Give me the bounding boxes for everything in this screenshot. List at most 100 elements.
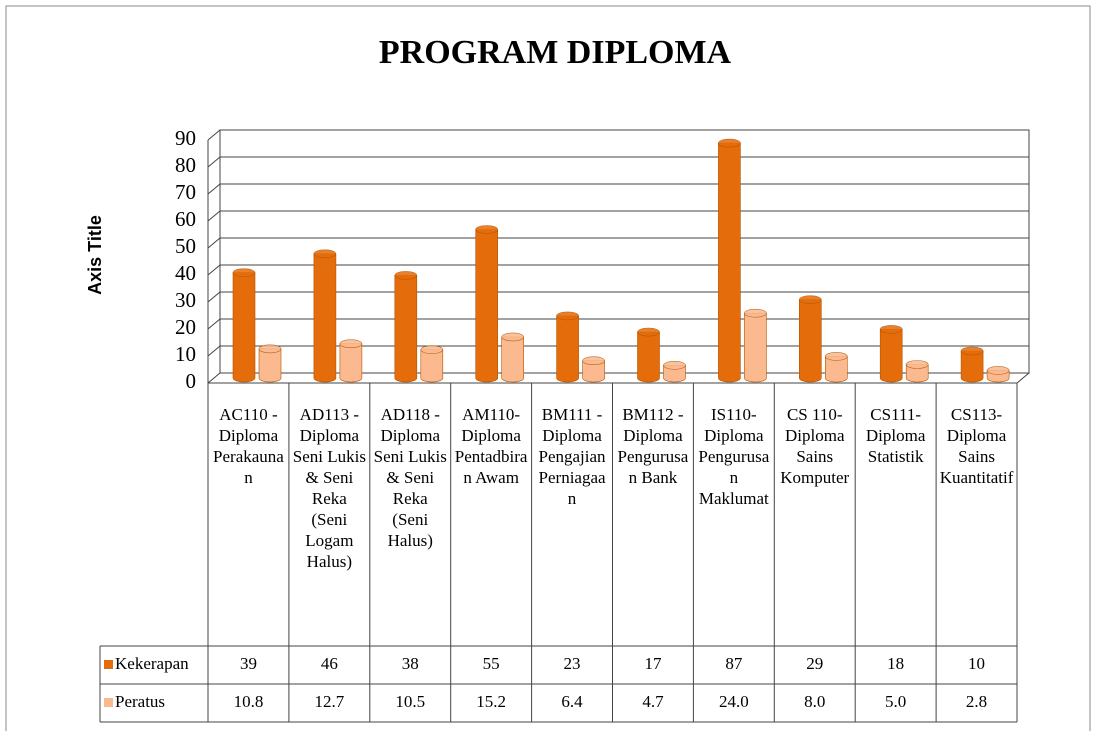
x-tick-label: IS110-Diploma Pengurusan Maklumat: [698, 405, 770, 508]
bar: [556, 311, 579, 383]
bar-body: [960, 350, 984, 383]
bar-top: [339, 339, 363, 349]
bar-body: [394, 275, 418, 383]
bar: [718, 138, 741, 383]
legend-swatch: [104, 698, 113, 707]
grid-line: [207, 237, 1029, 249]
x-tick-label: BM112 - Diploma Pengurusan Bank: [617, 405, 689, 487]
bar-body: [232, 272, 256, 383]
bar: [824, 352, 848, 383]
grid-line: [207, 129, 1029, 141]
legend-label: Kekerapan: [115, 654, 189, 673]
bar-top: [556, 311, 579, 321]
bar: [879, 325, 903, 383]
x-tick-label: AD118 - Diploma Seni Lukis & Seni Reka (…: [373, 405, 447, 550]
y-tick-label: 20: [175, 315, 196, 339]
table-value: 12.7: [314, 692, 344, 711]
bar-body: [825, 356, 848, 383]
y-tick-label: 70: [175, 180, 196, 204]
bar: [637, 327, 660, 383]
table-value: 10: [968, 654, 985, 673]
x-tick-label: AD113 - Diploma Seni Lukis & Seni Reka (…: [292, 405, 366, 571]
bar-body: [258, 348, 282, 383]
bar-top: [879, 325, 903, 334]
grid-line: [207, 291, 1029, 303]
bar-top: [824, 352, 848, 361]
table-value: 17: [644, 654, 662, 673]
bar-body: [339, 343, 363, 383]
legend-label: Peratus: [115, 692, 165, 711]
grid-line: [207, 183, 1029, 195]
x-tick-label: CS113-Diploma Sains Kuantitatif: [939, 405, 1014, 487]
grid-line: [207, 156, 1029, 168]
bar-body: [663, 365, 686, 383]
y-tick-label: 30: [175, 288, 196, 312]
table-value: 87: [725, 654, 743, 673]
grid-line: [207, 210, 1029, 222]
chart-border: [5, 5, 1091, 731]
y-axis-title: Axis Title: [85, 215, 105, 295]
bar-body: [313, 253, 337, 383]
back-wall: [219, 129, 1030, 374]
bar-top: [258, 344, 282, 354]
bar: [986, 366, 1010, 383]
table-value: 29: [806, 654, 823, 673]
table-value: 24.0: [719, 692, 749, 711]
table-value: 38: [402, 654, 419, 673]
bar-top: [744, 308, 767, 318]
bar-body: [905, 364, 929, 383]
bar-body: [475, 229, 498, 383]
bar-body: [879, 329, 903, 383]
bar-top: [718, 138, 741, 148]
bar-body: [744, 312, 767, 383]
table-value: 4.7: [642, 692, 664, 711]
bar-top: [663, 361, 686, 370]
bar-top: [313, 249, 337, 259]
bar-body: [637, 331, 660, 383]
bar: [501, 332, 525, 383]
bar: [960, 346, 984, 383]
y-tick-label: 60: [175, 207, 196, 231]
grid-line: [207, 264, 1029, 276]
bar-body: [718, 142, 741, 383]
bar: [394, 271, 418, 383]
y-tick-label: 90: [175, 126, 196, 150]
y-tick-label: 80: [175, 153, 196, 177]
table-value: 18: [887, 654, 904, 673]
bar-top: [905, 360, 929, 369]
bar: [744, 308, 767, 383]
bar-top: [582, 356, 605, 366]
x-tick-label: CS111-Diploma Statistik: [865, 405, 926, 466]
bar: [232, 268, 256, 383]
bar-top: [637, 327, 660, 337]
table-value: 8.0: [804, 692, 825, 711]
bar: [798, 295, 822, 383]
x-tick-label: AC110 - Diploma Perakaunan: [213, 405, 284, 487]
bar-top: [232, 268, 256, 278]
table-value: 2.8: [966, 692, 987, 711]
table-value: 10.8: [234, 692, 264, 711]
bar-body: [799, 299, 822, 383]
bar: [420, 345, 444, 383]
table-value: 39: [240, 654, 257, 673]
bar: [475, 225, 499, 383]
bar: [313, 249, 337, 383]
table-value: 15.2: [476, 692, 506, 711]
y-tick-label: 40: [175, 261, 196, 285]
bar: [905, 360, 929, 383]
bar-top: [960, 346, 984, 356]
table-value: 5.0: [885, 692, 906, 711]
table-value: 23: [564, 654, 581, 673]
table-value: 10.5: [395, 692, 425, 711]
y-tick-label: 50: [175, 234, 196, 258]
table-value: 46: [321, 654, 338, 673]
bar-top: [420, 345, 444, 354]
bar: [663, 361, 686, 383]
x-tick-label: BM111 - Diploma Pengajian Perniagaan: [538, 405, 606, 508]
x-tick-label: AM110- Diploma Pentadbiran Awam: [454, 405, 528, 487]
bar-body: [582, 360, 605, 383]
legend-swatch: [104, 660, 113, 669]
x-tick-label: CS 110-Diploma Sains Komputer: [780, 405, 850, 487]
bar-top: [798, 295, 822, 305]
